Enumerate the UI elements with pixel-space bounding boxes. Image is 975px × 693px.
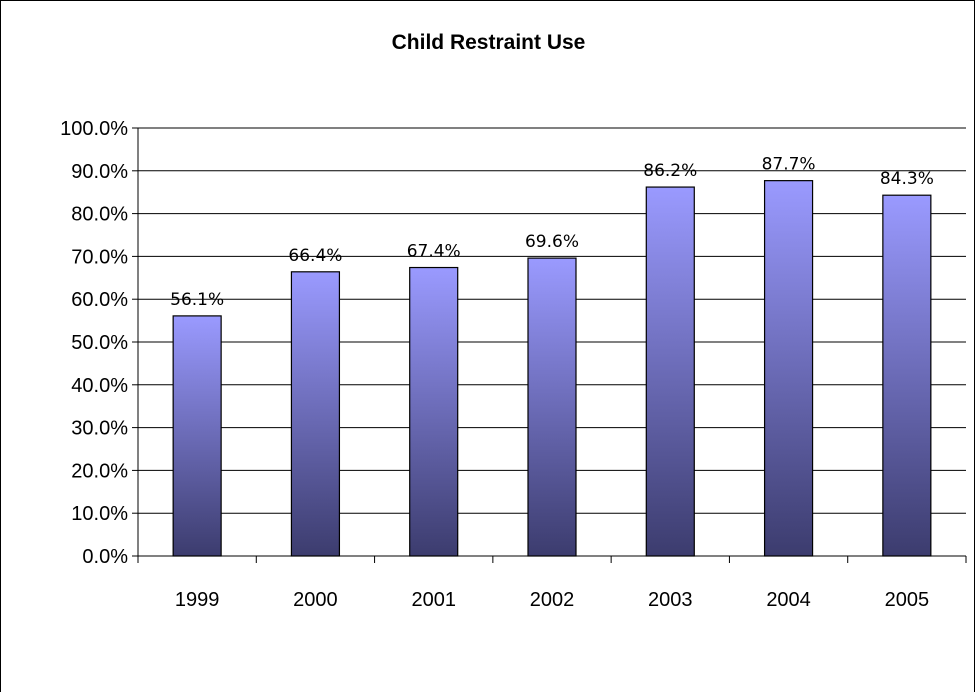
x-tick-label: 2001 — [411, 589, 456, 611]
data-labels: 56.1% 66.4% 67.4% 69.6% 86.2% 87.7% 84.3% — [170, 155, 934, 310]
data-label: 87.7% — [762, 155, 816, 175]
x-tick-label: 2000 — [293, 589, 338, 611]
bar — [290, 271, 341, 557]
y-tick-label: 0.0% — [82, 546, 128, 568]
x-tick-label: 2004 — [766, 589, 811, 611]
bar — [645, 186, 695, 557]
data-label: 67.4% — [407, 242, 461, 262]
y-tick-label: 20.0% — [71, 460, 128, 482]
x-axis-ticks: 1999 2000 2001 2002 2003 2004 2005 — [137, 556, 967, 611]
bar — [172, 315, 222, 557]
x-tick-label: 2002 — [530, 589, 575, 611]
x-tick-label: 1999 — [175, 589, 220, 611]
x-tick-label: 2003 — [648, 589, 693, 611]
data-label: 69.6% — [525, 232, 579, 252]
data-label: 84.3% — [880, 169, 934, 189]
y-tick-label: 100.0% — [60, 118, 128, 140]
bar — [763, 180, 814, 557]
y-tick-label: 40.0% — [71, 375, 128, 397]
y-tick-label: 10.0% — [71, 503, 128, 525]
y-axis-ticks: 0.0% 10.0% 20.0% 30.0% 40.0% 50.0% 60.0% 70.0% 8… — [60, 118, 138, 568]
data-label: 56.1% — [170, 290, 224, 310]
data-label: 86.2% — [643, 161, 697, 181]
y-tick-label: 70.0% — [71, 246, 128, 268]
x-tick-label: 2005 — [885, 589, 930, 611]
y-tick-label: 80.0% — [71, 204, 128, 226]
bars — [172, 180, 932, 557]
y-tick-label: 30.0% — [71, 418, 128, 440]
y-tick-label: 50.0% — [71, 332, 128, 354]
bar — [882, 194, 932, 557]
data-label: 66.4% — [288, 246, 342, 266]
bar — [527, 257, 577, 557]
bar — [409, 266, 459, 557]
axes — [137, 128, 966, 557]
y-tick-label: 90.0% — [71, 161, 128, 183]
chart-title: Child Restraint Use — [391, 31, 586, 54]
y-tick-label: 60.0% — [71, 289, 128, 311]
